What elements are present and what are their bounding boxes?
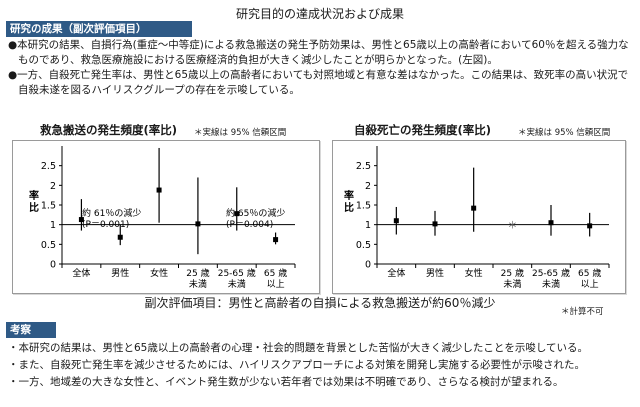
suicide-chart-title: 自殺死亡の発生頻度(率比) (354, 123, 492, 137)
x-tick-label: 65 歳 (264, 267, 287, 279)
results-bullet: ●一方、自殺死亡発生率は、男性と65歳以上の高齢者においても対照地域と有意な差は… (8, 69, 629, 96)
y-tick-label: 1.5 (356, 201, 371, 212)
y-tick-label: 2 (365, 181, 371, 192)
data-point (587, 223, 593, 229)
ambulance-chart-title: 救急搬送の発生頻度(率比) (40, 123, 178, 137)
data-point (156, 187, 162, 193)
significance-annotation: (P＝0.001) (82, 220, 129, 230)
data-point (234, 211, 240, 217)
data-point (273, 237, 279, 243)
data-point (548, 220, 554, 226)
results-bullet: ●本研究の結果、自損行為(重症〜中等症)による救急搬送の発生予防効果は、男性と6… (8, 39, 629, 66)
y-tick-label: 0 (365, 260, 371, 271)
x-tick-label: 25 歳 (186, 267, 209, 279)
x-tick-label: 未満 (503, 278, 521, 290)
significance-annotation: (P＝0.004) (226, 220, 273, 230)
y-axis-label: 率 (344, 189, 354, 202)
y-tick-label: 0 (50, 260, 56, 271)
x-tick-label: 25-65 歳 (532, 267, 570, 279)
y-tick-label: 2 (50, 181, 56, 192)
data-point (195, 221, 201, 227)
x-tick-label: 未満 (189, 278, 207, 290)
x-tick-label: 以上 (581, 279, 599, 290)
significance-annotation: 約 61％の減少 (82, 207, 141, 219)
y-tick-label: 1 (50, 220, 56, 231)
y-tick-label: 1 (365, 220, 371, 231)
discussion-bullet: ・また、自殺死亡発生率を減少させるためには、ハイリスクアプローチによる対策を開発… (8, 359, 585, 371)
x-tick-label: 男性 (111, 267, 129, 279)
x-tick-label: 全体 (72, 267, 90, 279)
x-tick-label: 女性 (150, 267, 168, 279)
x-tick-label: 未満 (542, 278, 560, 290)
data-point (432, 221, 438, 227)
discussion-bullet: ・本研究の結果は、男性と65歳以上の高齢者の心理・社会的問題を背景とした苦悩が大… (8, 342, 589, 354)
page-title: 研究目的の達成状況および成果 (235, 7, 404, 21)
x-tick-label: 未満 (228, 278, 246, 290)
x-tick-label: 男性 (426, 267, 444, 279)
discussion-list: ・本研究の結果は、男性と65歳以上の高齢者の心理・社会的問題を背景とした苦悩が大… (8, 340, 634, 391)
y-tick-label: 0.5 (356, 240, 371, 251)
y-tick-label: 0.5 (41, 240, 56, 251)
y-axis-label: 比 (29, 201, 39, 214)
y-tick-label: 2.5 (41, 161, 56, 172)
y-axis-label: 比 (344, 201, 354, 214)
y-axis-label: 率 (29, 189, 39, 202)
discussion-section-header: 考察 (6, 322, 56, 338)
results-list: ●本研究の結果、自損行為(重症〜中等症)による救急搬送の発生予防効果は、男性と6… (8, 38, 634, 98)
x-tick-label: 65 歳 (578, 267, 601, 279)
y-tick-label: 1.5 (41, 201, 56, 212)
data-point (471, 205, 477, 211)
data-point (78, 217, 84, 223)
x-tick-label: 全体 (387, 267, 405, 279)
data-point (117, 234, 123, 240)
ambulance-chart-frame (12, 140, 320, 294)
ambulance-chart-note: ＊実線は 95% 信頼区間 (194, 128, 287, 138)
x-tick-label: 25-65 歳 (218, 267, 256, 279)
not-calculable-marker: ＊ (507, 221, 517, 232)
x-tick-label: 以上 (267, 279, 285, 290)
sub-caption: 副次評価項目：男性と高齢者の自損による救急搬送が約60％減少 (144, 296, 496, 310)
discussion-bullet: ・一方、地域差の大きな女性と、イベント発生数が少ない若年者では効果は不明確であり… (8, 376, 564, 388)
suicide-chart-frame (332, 140, 626, 294)
not-calculable-note: ＊計算不可 (561, 307, 604, 317)
data-point (393, 218, 399, 224)
significance-annotation: 約 65％の減少 (226, 207, 285, 219)
x-tick-label: 25 歳 (501, 267, 524, 279)
x-tick-label: 女性 (465, 267, 483, 279)
y-tick-label: 2.5 (356, 161, 371, 172)
results-section-header: 研究の成果（副次評価項目） (6, 21, 192, 37)
suicide-chart-note: ＊実線は 95% 信頼区間 (518, 128, 611, 138)
